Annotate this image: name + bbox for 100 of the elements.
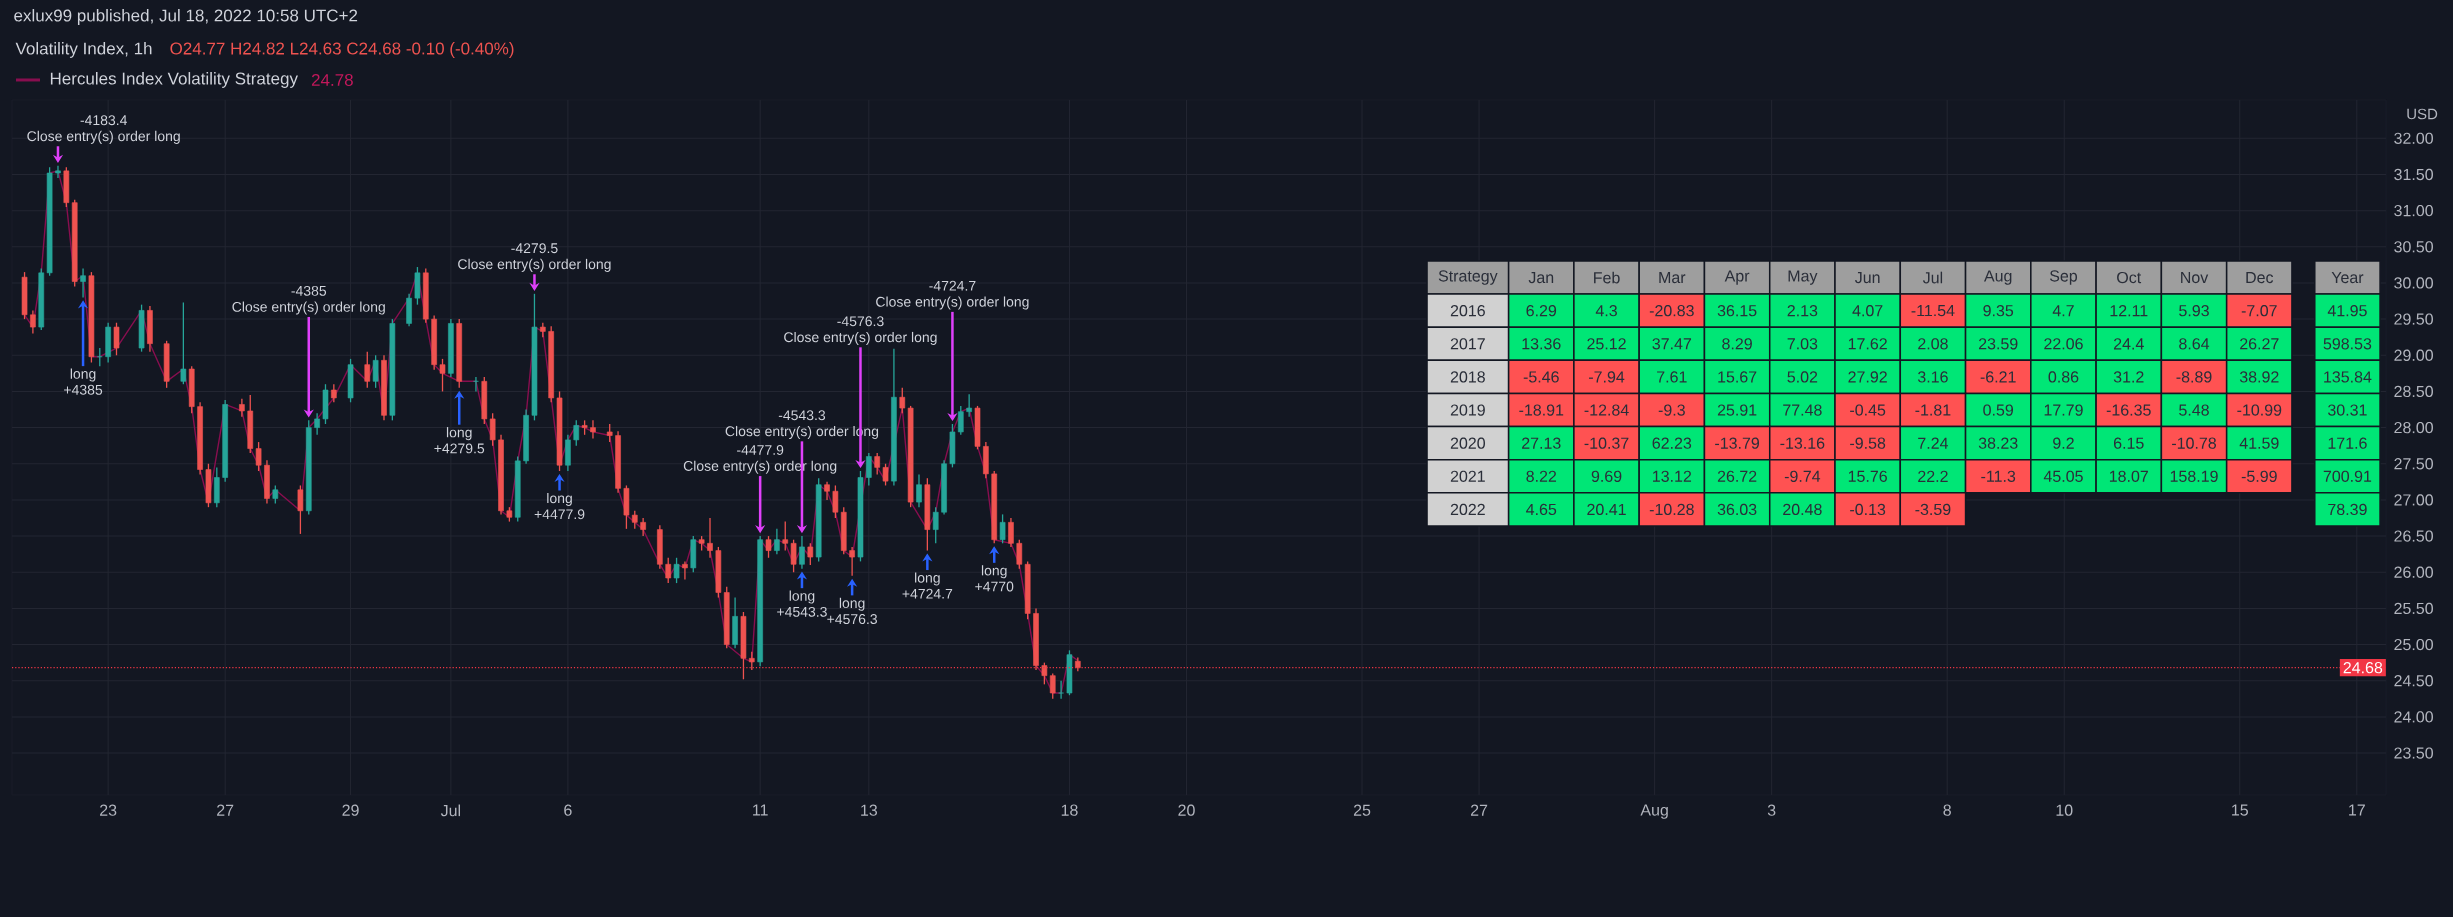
data-label: -12.84 xyxy=(1584,404,1629,416)
data-label: -20.83 xyxy=(1649,305,1694,317)
annotation: long xyxy=(839,597,865,611)
x-tick-label: Jan xyxy=(1528,271,1554,284)
data-label: -18.91 xyxy=(1519,404,1564,416)
data-label: -7.94 xyxy=(1589,371,1625,383)
x-tick-label: 8 xyxy=(1943,804,1951,816)
x-tick-label: Aug xyxy=(1983,270,2012,285)
data-label: -10.37 xyxy=(1584,437,1629,449)
candlestick xyxy=(364,351,371,389)
candlestick xyxy=(832,484,839,519)
annotation: +4576.3 xyxy=(827,614,877,625)
data-label: -9.74 xyxy=(1784,470,1821,482)
data-label: 18.07 xyxy=(2109,470,2148,482)
candlestick xyxy=(80,267,86,299)
annotation: -4183.4 xyxy=(80,115,128,126)
x-tick-label: 15 xyxy=(2232,804,2248,816)
candlestick xyxy=(590,419,596,440)
data-label: -0.45 xyxy=(1850,404,1886,416)
data-label: 9.35 xyxy=(1983,305,2014,317)
data-label: 2.13 xyxy=(1787,305,1818,317)
data-label: 135.84 xyxy=(2324,371,2372,383)
candlestick xyxy=(372,354,379,389)
data-label: 7.61 xyxy=(1657,371,1687,383)
x-tick-label: Dec xyxy=(2246,271,2274,284)
data-label: 62.23 xyxy=(1652,437,1692,449)
candlestick xyxy=(882,463,889,487)
candlestick xyxy=(782,520,789,552)
x-tick-label: Year xyxy=(2331,271,2364,284)
x-tick-label: 25 xyxy=(1353,804,1371,816)
data-label: 5.93 xyxy=(2179,305,2209,317)
data-label: -11.54 xyxy=(1911,305,1955,317)
candlestick xyxy=(790,539,797,573)
x-tick-label: 3 xyxy=(1767,804,1776,816)
candlestick xyxy=(707,517,713,559)
candlestick xyxy=(774,528,780,555)
x-tick-label: 17 xyxy=(2349,804,2365,816)
candlestick xyxy=(765,535,772,559)
annotation: -4385 xyxy=(291,285,327,296)
x-tick-label: 27 xyxy=(217,804,234,816)
y-tick-label: 29.00 xyxy=(2394,349,2433,361)
data-label: 36.15 xyxy=(1717,305,1757,317)
data-label: -13.16 xyxy=(1780,437,1825,449)
x-tick-label: 18 xyxy=(1061,804,1078,816)
chart-title: Volatility Index, 1h xyxy=(15,42,152,58)
candlestick xyxy=(331,383,337,403)
candlestick xyxy=(631,510,638,530)
y-tick-label: 2022 xyxy=(1450,503,1485,516)
annotation: long xyxy=(446,427,472,441)
x-tick-label: May xyxy=(1788,270,1818,285)
annotation: +4385 xyxy=(64,384,103,395)
y-tick-label: 31.50 xyxy=(2394,168,2433,181)
data-label: 0.86 xyxy=(2048,371,2079,383)
x-tick-label: 29 xyxy=(342,804,359,816)
y-tick-label: 30.50 xyxy=(2394,241,2433,253)
data-label: 700.91 xyxy=(2323,470,2372,482)
data-label: 6.15 xyxy=(2113,437,2144,449)
annotation: +4770 xyxy=(975,581,1014,592)
data-label: -1.81 xyxy=(1915,404,1951,416)
candlestick xyxy=(799,535,805,570)
data-label: 9.69 xyxy=(1591,470,1622,482)
data-label: 13.36 xyxy=(1522,338,1561,350)
candlestick xyxy=(297,484,304,535)
annotation: -4477.9 xyxy=(737,445,784,455)
data-label: -10.28 xyxy=(1649,503,1694,516)
x-tick-label: Nov xyxy=(2181,271,2209,284)
candlestick xyxy=(824,481,830,501)
x-tick-label: 6 xyxy=(564,804,572,816)
data-label: 15.76 xyxy=(1848,470,1887,482)
data-label: 5.02 xyxy=(1787,371,1818,383)
y-tick-label: 24.50 xyxy=(2394,675,2433,687)
data-label: 36.03 xyxy=(1717,503,1757,516)
candlestick xyxy=(1041,662,1048,685)
data-label: 17.62 xyxy=(1848,338,1887,350)
candlestick xyxy=(807,542,814,566)
data-label: 3.16 xyxy=(1917,371,1948,383)
candlestick xyxy=(673,557,680,584)
text: 24.78 xyxy=(311,73,353,86)
candlestick xyxy=(1008,517,1014,548)
annotation: -4576.3 xyxy=(837,316,884,327)
y-tick-label: 25.00 xyxy=(2394,638,2433,651)
x-tick-label: Apr xyxy=(1724,270,1750,285)
annotation: Close entry(s) order long xyxy=(232,301,385,315)
y-tick-label: 27.50 xyxy=(2394,458,2433,470)
y-tick-label: 24.00 xyxy=(2394,711,2433,723)
candlestick xyxy=(682,560,688,581)
candlestick xyxy=(966,393,972,418)
data-label: 8.29 xyxy=(1722,338,1752,350)
data-label: -5.99 xyxy=(2241,470,2277,482)
candlestick xyxy=(113,322,120,356)
x-tick-label: Sep xyxy=(2049,270,2078,285)
y-tick-label: 2020 xyxy=(1450,437,1486,449)
data-label: 5.48 xyxy=(2179,404,2209,416)
annotation: long xyxy=(70,368,96,382)
x-tick-label: 20 xyxy=(1178,804,1195,816)
candlestick xyxy=(606,423,613,443)
candlestick xyxy=(874,452,880,476)
data-label: 598.53 xyxy=(2323,338,2372,350)
data-label: -10.78 xyxy=(2172,437,2216,449)
y-tick-label: 28.50 xyxy=(2394,385,2433,398)
